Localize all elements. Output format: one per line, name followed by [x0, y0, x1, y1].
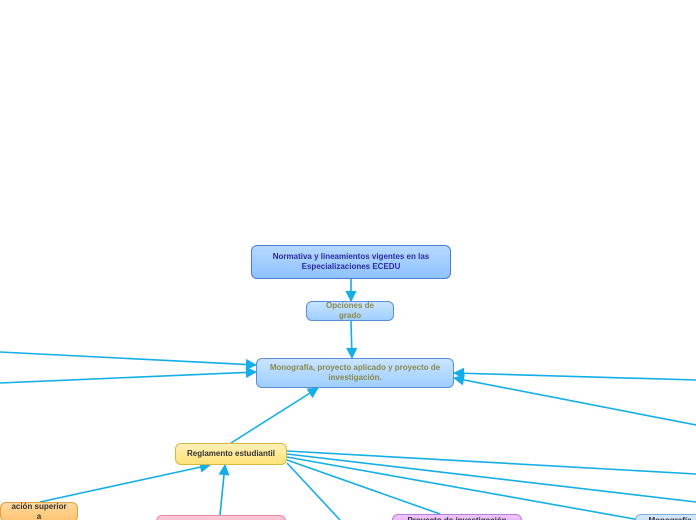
edge: [220, 465, 225, 515]
edge: [351, 321, 352, 358]
node-label: ación superior a: [9, 502, 69, 520]
node-mono2: Monografía: [635, 514, 696, 520]
edge: [454, 373, 696, 380]
node-opciones: Opciones de grado: [306, 301, 394, 321]
node-label: Monografía: [648, 516, 691, 520]
edge: [287, 460, 440, 514]
edge: [287, 457, 640, 520]
edge: [231, 388, 318, 443]
node-label: Opciones de grado: [315, 301, 385, 320]
node-label: Normativa y lineamientos vigentes en las…: [260, 252, 442, 271]
edge: [454, 378, 696, 425]
node-superior: ación superior a: [0, 502, 78, 520]
node-label: Monografía, proyecto aplicado y proyecto…: [265, 363, 445, 382]
node-pink: [156, 515, 286, 520]
edge: [287, 451, 696, 474]
node-proyecto_inv: Proyecto de investigación: [392, 514, 522, 520]
edge: [0, 372, 256, 383]
edge: [0, 352, 256, 365]
node-label: Proyecto de investigación: [407, 516, 506, 520]
node-monografia: Monografía, proyecto aplicado y proyecto…: [256, 358, 454, 388]
node-label: Reglamento estudiantil: [187, 449, 275, 459]
node-reglamento: Reglamento estudiantil: [175, 443, 287, 465]
edge: [287, 463, 340, 520]
edge: [287, 454, 696, 502]
edge: [40, 465, 210, 502]
node-root: Normativa y lineamientos vigentes en las…: [251, 245, 451, 279]
